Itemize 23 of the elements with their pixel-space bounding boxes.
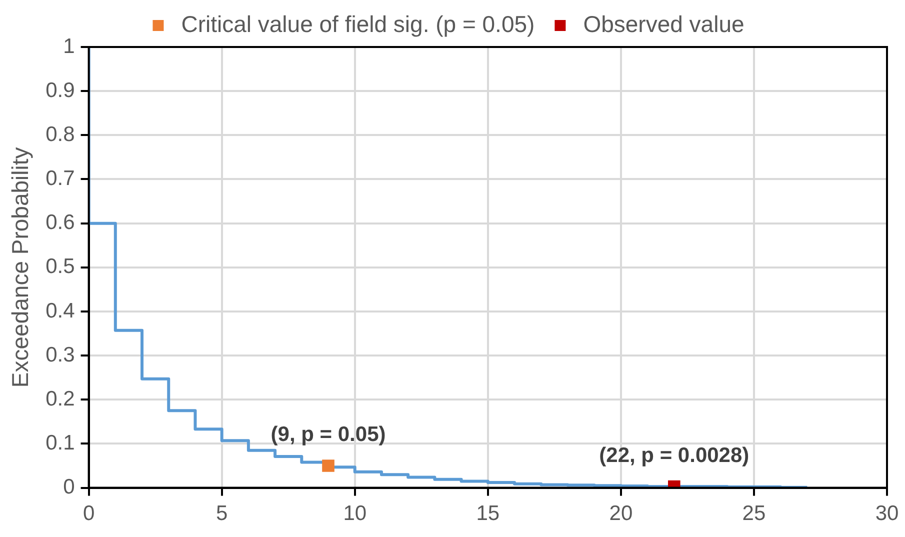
y-tick-label: 0.5 [46, 255, 75, 278]
x-tick-label: 10 [343, 502, 367, 526]
x-tick-label: 30 [875, 502, 899, 526]
y-tick-label: 1 [63, 34, 75, 58]
y-tick-label: 0.7 [46, 167, 75, 190]
y-tick-label: 0 [63, 476, 75, 499]
y-tick-label: 0.6 [46, 211, 75, 234]
legend-label: Observed value [583, 10, 744, 37]
x-tick-label: 25 [742, 502, 766, 526]
x-tick-label: 5 [216, 502, 228, 526]
y-axis-title: Exceedance Probability [7, 146, 34, 388]
annotation: (22, p = 0.0028) [599, 444, 750, 467]
annotation: (9, p = 0.05) [270, 423, 386, 446]
x-tick-label: 15 [476, 502, 500, 526]
y-tick-label: 0.4 [46, 299, 76, 322]
x-tick-label: 20 [609, 502, 633, 526]
y-tick-label: 0.2 [46, 387, 75, 410]
x-tick-label: 0 [82, 502, 95, 526]
y-tick-label: 0.3 [46, 343, 75, 366]
legend-label: Critical value of field sig. (p = 0.05) [181, 10, 535, 37]
y-tick-label: 0.9 [46, 78, 75, 102]
y-tick-label: 0.8 [46, 122, 75, 146]
y-tick-label: 0.1 [46, 432, 75, 455]
